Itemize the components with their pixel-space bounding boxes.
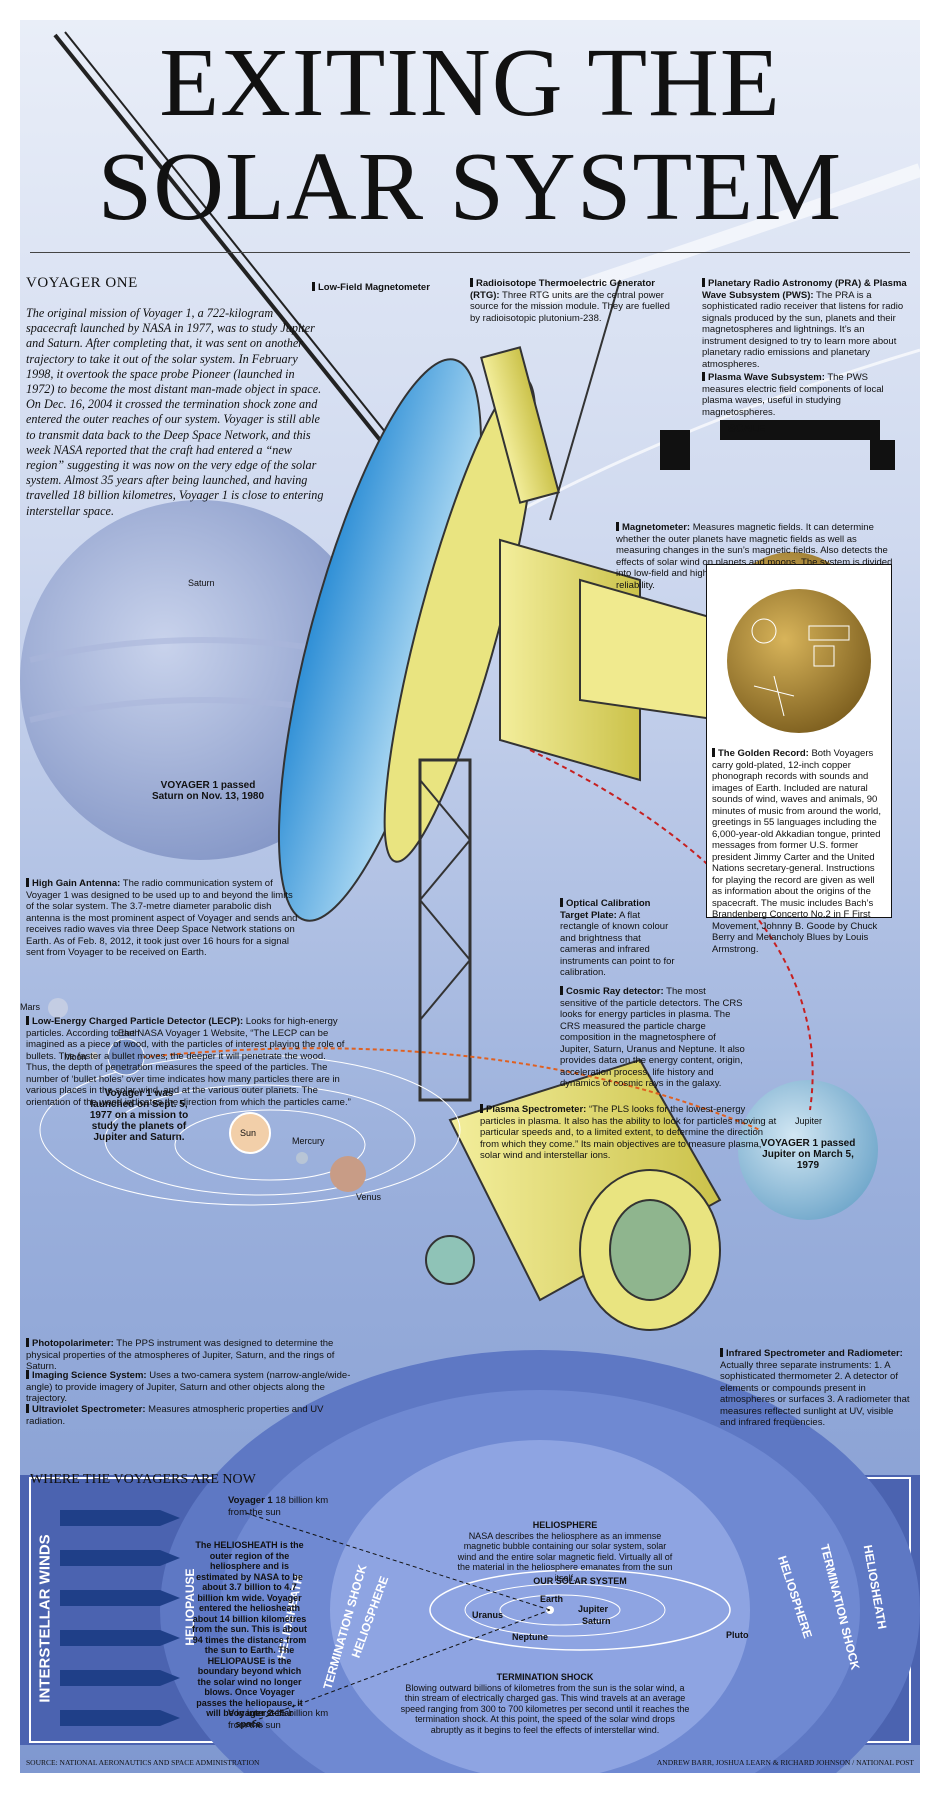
saturn-label: Saturn (188, 578, 215, 588)
golden-record-label: The Golden Record: Both Voyagers carry g… (712, 748, 881, 955)
mercury-label: Mercury (292, 1136, 325, 1146)
rtg-label: Radioisotope Thermoelectric Generator (R… (470, 278, 670, 324)
venus-planet (330, 1156, 366, 1192)
sun-body (229, 1112, 271, 1154)
diag-jupiter-label: Jupiter (578, 1604, 609, 1614)
artist-credit: ANDREW BARR, JOSHUA LEARN & RICHARD JOHN… (656, 1758, 914, 1767)
earth-planet (107, 1038, 145, 1076)
launch-note: Voyager 1 was launched on Sept. 5, 1977 … (89, 1088, 189, 1143)
optical-label: Optical Calibration Target Plate: A flat… (560, 898, 675, 978)
interstellar-winds-label: INTERSTELLAR WINDS (36, 1534, 54, 1703)
cosmic-label: Cosmic Ray detector: The most sensitive … (560, 986, 745, 1089)
uv-label: Ultraviolet Spectrometer: Measures atmos… (26, 1404, 324, 1427)
title-line2: SOLAR SYSTEM (97, 133, 843, 241)
plasma-label: Plasma Spectrometer: “The PLS looks for … (480, 1104, 777, 1161)
source-credit: SOURCE: NATIONAL AERONAUTICS AND SPACE A… (26, 1758, 260, 1767)
title-rule (30, 252, 910, 253)
intro-text: The original mission of Voyager 1, a 722… (26, 306, 324, 518)
title-line1: EXITING THE (159, 29, 781, 137)
sun-label: Sun (240, 1128, 257, 1138)
mars-planet (48, 998, 68, 1018)
iris-label: Infrared Spectrometer and Radiometer: Ac… (720, 1348, 910, 1428)
voyager1-position: Voyager 1 18 billion km from the sun (228, 1495, 329, 1518)
scan-platform (448, 1058, 722, 1302)
voyager2-position: Voyager 2 15 billion km from the sun (228, 1708, 329, 1731)
golden-record-disc (727, 589, 871, 733)
earth-label: Earth (118, 1028, 140, 1038)
moon-label: Moon (64, 1052, 87, 1062)
where-heading: WHERE THE VOYAGERS ARE NOW (30, 1472, 256, 1487)
saturn-note: VOYAGER 1 passed Saturn on Nov. 13, 1980 (151, 780, 265, 802)
infographic-frame: EXITING THE SOLAR SYSTEM VOYAGER ONE The… (20, 20, 920, 1773)
jupiter-note: VOYAGER 1 passed Jupiter on March 5, 197… (760, 1138, 856, 1171)
termination-desc: TERMINATION SHOCK Blowing outward billion… (400, 1672, 690, 1735)
voyager-heading: VOYAGER ONE (26, 275, 138, 291)
venus-label: Venus (356, 1192, 382, 1202)
diag-earth-label: Earth (540, 1594, 564, 1604)
imaging-label: Imaging Science System: Uses a two-camer… (26, 1370, 351, 1404)
heliosphere-desc: HELIOSPHERE NASA describes the heliospher… (457, 1520, 673, 1583)
moon-body (90, 1052, 98, 1060)
mars-label: Mars (20, 1002, 40, 1012)
diag-neptune-label: Neptune (512, 1632, 548, 1642)
pra-label: Planetary Radio Astronomy (PRA) & Plasma… (702, 278, 907, 370)
jupiter-planet (738, 1080, 878, 1220)
diag-uranus-label: Uranus (472, 1610, 504, 1620)
lecp-label: Low-Energy Charged Particle Detector (LE… (26, 1016, 351, 1108)
mercury-planet (296, 1152, 308, 1164)
diag-saturn-label: Saturn (582, 1616, 611, 1626)
pws-label: Plasma Wave Subsystem: The PWS measures … (702, 372, 884, 418)
photopolarimeter-label: Photopolarimeter: The PPS instrument was… (26, 1338, 335, 1372)
diag-pluto-label: Pluto (726, 1630, 749, 1640)
rtg-units (480, 346, 560, 504)
low-field-mag-label: Low-Field Magnetometer (312, 282, 430, 294)
heliosheath-text: The HELIOSHEATH is the outer region of t… (192, 1540, 308, 1729)
scale-label: SCALE (728, 423, 766, 435)
hga-label: High Gain Antenna: The radio communicati… (26, 878, 298, 958)
our-solar-system-label: OUR SOLAR SYSTEM (533, 1576, 627, 1586)
jupiter-label: Jupiter (795, 1116, 823, 1126)
